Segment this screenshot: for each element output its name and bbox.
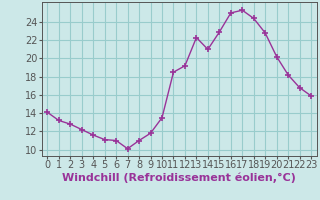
X-axis label: Windchill (Refroidissement éolien,°C): Windchill (Refroidissement éolien,°C) [62, 173, 296, 183]
